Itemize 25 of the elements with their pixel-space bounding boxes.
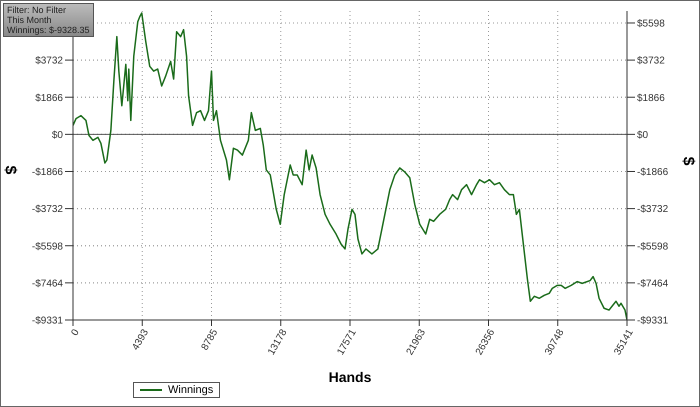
y-tick-label: -$7464: [32, 278, 64, 290]
y-tick-label: $0: [52, 130, 64, 141]
y-tick-label: -$3732: [32, 204, 64, 216]
y-tick-label: $3732: [35, 56, 64, 67]
y2-axis-title: $: [679, 156, 696, 166]
text: This Month: [7, 15, 53, 25]
y2-tick-label: -$3732: [637, 204, 669, 216]
y2-tick-label: -$1866: [637, 167, 669, 178]
y-tick-label: -$5598: [32, 241, 64, 252]
y2-tick-label: $1866: [637, 92, 666, 104]
y-axis-title: $: [1, 166, 18, 174]
y2-tick-label: $3732: [637, 56, 666, 67]
legend-label: Winnings: [167, 384, 214, 396]
y-tick-label: -$1866: [32, 167, 64, 178]
y2-tick-label: $0: [637, 130, 649, 141]
x-tick-label: 0: [69, 327, 82, 338]
y2-tick-label: $5598: [637, 18, 666, 30]
y2-tick-label: -$9331: [637, 316, 669, 327]
y-tick-label: $1866: [35, 92, 64, 104]
y-tick-label: -$9331: [32, 316, 64, 327]
annotation: Winnings: $-9328.35: [7, 25, 90, 35]
y2-tick-label: -$5598: [637, 241, 669, 252]
x-axis-title: Hands: [328, 369, 372, 385]
y2-tick-label: -$7464: [637, 278, 669, 290]
text: Filter: No Filter: [7, 5, 68, 15]
